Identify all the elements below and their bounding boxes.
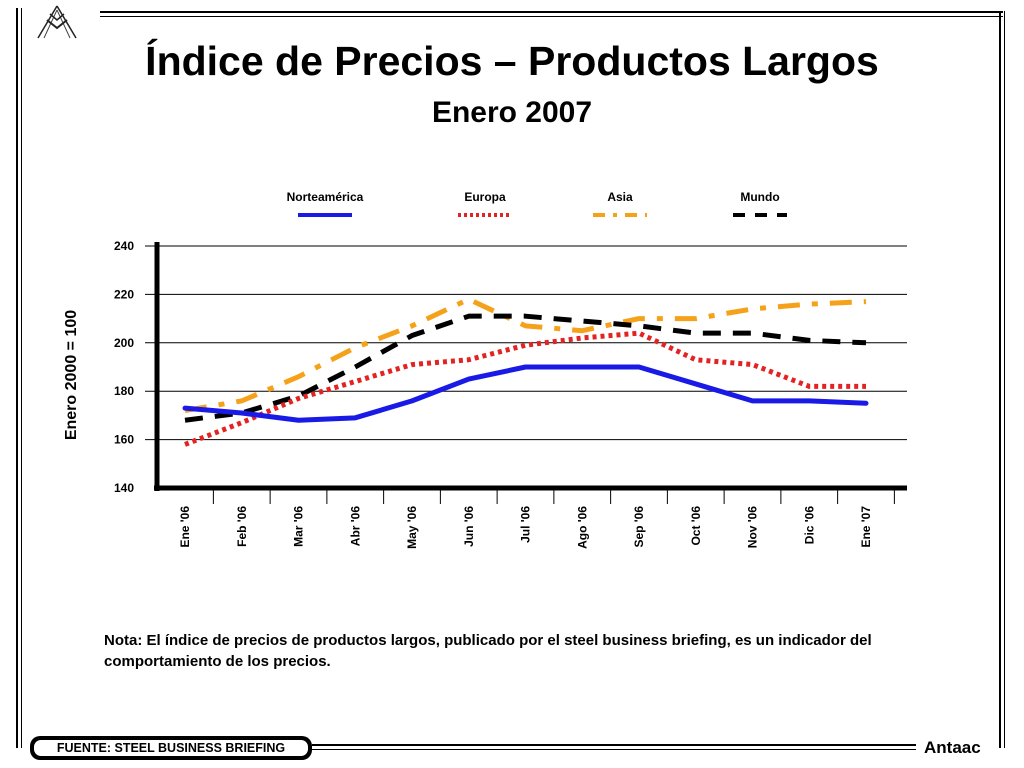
x-tick-label: Ago '06: [575, 506, 589, 549]
y-tick-label: 180: [114, 384, 134, 398]
x-tick-label: Nov '06: [746, 506, 760, 549]
series-line-norteamrica: [182, 364, 869, 423]
x-tick-label: May '06: [405, 506, 419, 549]
frame-line: [100, 16, 1003, 17]
frame-line: [16, 8, 18, 748]
x-axis-labels: Ene '06 Feb '06 Mar '06 Abr '06 May '06 Jun '…: [178, 506, 873, 549]
x-tick-label: Ene '06: [178, 506, 192, 548]
slide-title: Índice de Precios – Productos Largos: [145, 38, 879, 84]
y-axis-label: Enero 2000 = 100: [63, 310, 80, 440]
brand-name: Antaac: [924, 738, 981, 757]
footnote: Nota: El índice de precios de productos …: [104, 632, 872, 670]
legend-label: Asia: [607, 190, 633, 204]
y-tick-label: 160: [114, 433, 134, 447]
y-tick-label: 220: [114, 287, 134, 301]
legend-label: Norteamérica: [287, 190, 364, 204]
frame-line: [312, 749, 916, 750]
y-axis-ticks: 140 160 180 200 220 240: [114, 239, 134, 495]
x-axis: [154, 242, 907, 504]
x-tick-label: Abr '06: [348, 506, 362, 547]
frame-line: [21, 8, 22, 748]
source-badge: FUENTE: STEEL BUSINESS BRIEFING: [30, 736, 312, 760]
x-tick-label: Sep '06: [632, 506, 646, 548]
y-tick-label: 140: [114, 481, 134, 495]
series-lines: [182, 296, 869, 447]
source-label: FUENTE: STEEL BUSINESS BRIEFING: [34, 740, 308, 756]
x-tick-label: Jun '06: [462, 506, 476, 547]
x-tick-label: Oct '06: [689, 506, 703, 546]
x-tick-label: Jul '06: [519, 506, 533, 543]
frame-line: [312, 744, 916, 746]
x-tick-label: Mar '06: [292, 506, 306, 547]
company-logo: [37, 5, 77, 39]
x-tick-label: Dic '06: [802, 506, 816, 545]
legend-label: Europa: [464, 190, 506, 204]
frame-line: [999, 11, 1001, 748]
y-tick-label: 200: [114, 336, 134, 350]
frame-line: [100, 11, 1003, 13]
series-line-mundo: [184, 313, 867, 423]
legend-label: Mundo: [740, 190, 779, 204]
x-tick-label: Ene '07: [859, 506, 873, 548]
chart-grid: [145, 245, 907, 441]
slide-subtitle: Enero 2007: [431, 96, 593, 129]
chart-legend: Norteamérica Europa Asia Mundo: [287, 190, 787, 217]
line-chart: Norteamérica Europa Asia Mundo 140 160 180 200…: [63, 190, 907, 549]
x-tick-label: Feb '06: [235, 506, 249, 547]
series-line-europa: [184, 330, 866, 447]
y-tick-label: 240: [114, 239, 134, 253]
series-line-asia: [184, 296, 867, 414]
frame-line: [1004, 11, 1005, 748]
